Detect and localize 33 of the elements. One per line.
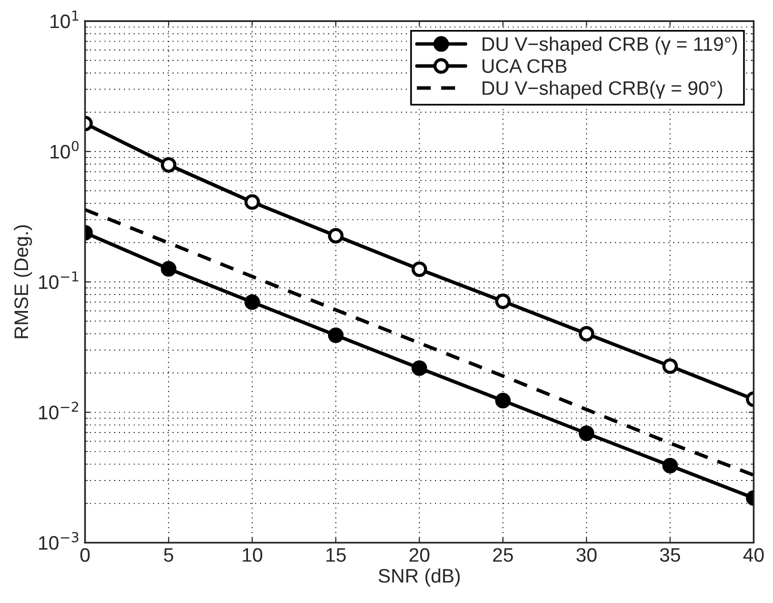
point bbox=[244, 294, 260, 310]
y-tick-label: 10$^{1}$ bbox=[50, 10, 78, 28]
point bbox=[495, 294, 511, 310]
x-tick-label: 20 bbox=[410, 548, 430, 562]
x-tick-label: 40 bbox=[743, 548, 764, 562]
y-tick-label: 10$^{−3}$ bbox=[39, 532, 78, 550]
point bbox=[662, 358, 678, 374]
x-tick-label: 25 bbox=[493, 548, 513, 562]
x-tick-label: 0 bbox=[80, 548, 90, 562]
point bbox=[328, 327, 344, 344]
point bbox=[495, 392, 511, 408]
point bbox=[328, 228, 344, 244]
point bbox=[412, 261, 428, 278]
x-tick-label: 10 bbox=[242, 548, 262, 562]
point bbox=[662, 458, 678, 474]
x-tick-label: 15 bbox=[326, 548, 346, 562]
legend-label: DU V−shaped CRB (γ = 119°) bbox=[482, 36, 737, 55]
x-axis-title: SNR (dB) bbox=[378, 568, 460, 587]
y-tick-label: 10$^{−1}$ bbox=[39, 271, 78, 290]
point bbox=[578, 426, 594, 442]
x-tick-label: 35 bbox=[660, 548, 680, 562]
point bbox=[412, 360, 428, 376]
x-tick-label: 30 bbox=[576, 548, 597, 562]
x-tick-label: 5 bbox=[164, 548, 174, 562]
legend-label: UCA CRB bbox=[482, 59, 566, 73]
y-tick-label: 10$^{−2}$ bbox=[39, 402, 78, 420]
point bbox=[160, 157, 176, 173]
y-axis-title: RMSE (Deg.) bbox=[14, 225, 32, 338]
point bbox=[160, 261, 176, 277]
point bbox=[578, 326, 594, 342]
y-tick-label: 10$^{0}$ bbox=[50, 140, 79, 159]
legend-label: DU V−shaped CRB(γ = 90°) bbox=[482, 80, 722, 99]
point bbox=[244, 194, 260, 210]
